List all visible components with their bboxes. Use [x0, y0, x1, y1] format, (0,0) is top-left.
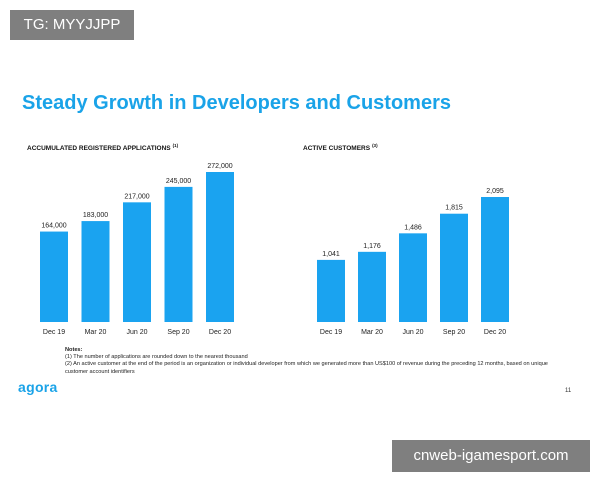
applications-category-label: Sep 20: [167, 329, 189, 336]
applications-value-label: 272,000: [207, 163, 232, 170]
chart-title-customers-note: (3): [372, 143, 378, 148]
applications-value-label: 164,000: [41, 223, 66, 230]
customers-bar: [440, 213, 468, 322]
chart-title-applications-text: ACCUMULATED REGISTERED APPLICATIONS: [27, 145, 171, 153]
customers-bar: [481, 197, 509, 322]
customers-value-label: 1,486: [404, 224, 422, 231]
applications-category-label: Dec 20: [209, 329, 231, 336]
customers-value-label: 1,041: [322, 251, 340, 258]
applications-value-label: 217,000: [124, 193, 149, 200]
applications-bar: [206, 172, 234, 322]
slide-title: Steady Growth in Developers and Customer…: [22, 92, 451, 114]
applications-bar: [164, 186, 193, 322]
top-tag-label: TG: MYYJJPP: [10, 10, 134, 40]
customers-category-label: Mar 20: [361, 329, 383, 336]
applications-category-label: Dec 19: [43, 329, 65, 336]
applications-value-label: 183,000: [83, 212, 108, 219]
customers-category-label: Dec 19: [320, 329, 342, 336]
applications-category-label: Mar 20: [85, 329, 107, 336]
applications-value-label: 245,000: [166, 178, 191, 185]
applications-bar: [40, 231, 68, 322]
customers-bar: [358, 251, 386, 322]
footnotes-title: Notes:: [65, 347, 83, 353]
customers-category-label: Dec 20: [484, 329, 506, 336]
customers-value-label: 1,815: [445, 205, 463, 212]
applications-category-label: Jun 20: [126, 329, 147, 336]
customers-category-label: Jun 20: [402, 329, 423, 336]
footnote-2: (2) An active customer at the end of the…: [65, 361, 548, 375]
site-watermark: cnweb-igamesport.com: [392, 440, 590, 472]
chart-title-applications: ACCUMULATED REGISTERED APPLICATIONS (1): [27, 143, 178, 152]
customers-value-label: 2,095: [486, 188, 504, 195]
page-number: 11: [565, 388, 572, 394]
customers-bar: [317, 259, 345, 322]
customers-value-label: 1,176: [363, 243, 381, 250]
applications-bar: [123, 202, 151, 322]
footnotes: Notes: (1) The number of applications ar…: [65, 347, 555, 376]
chart-title-applications-note: (1): [172, 143, 179, 148]
applications-bar: [81, 221, 110, 322]
chart-title-customers: ACTIVE CUSTOMERS (3): [303, 143, 378, 152]
chart-title-customers-text: ACTIVE CUSTOMERS: [303, 145, 371, 153]
footnote-1: (1) The number of applications are round…: [65, 354, 248, 361]
agora-logo: agora: [18, 379, 58, 395]
customers-category-label: Sep 20: [443, 329, 465, 336]
customers-bar: [399, 233, 427, 322]
